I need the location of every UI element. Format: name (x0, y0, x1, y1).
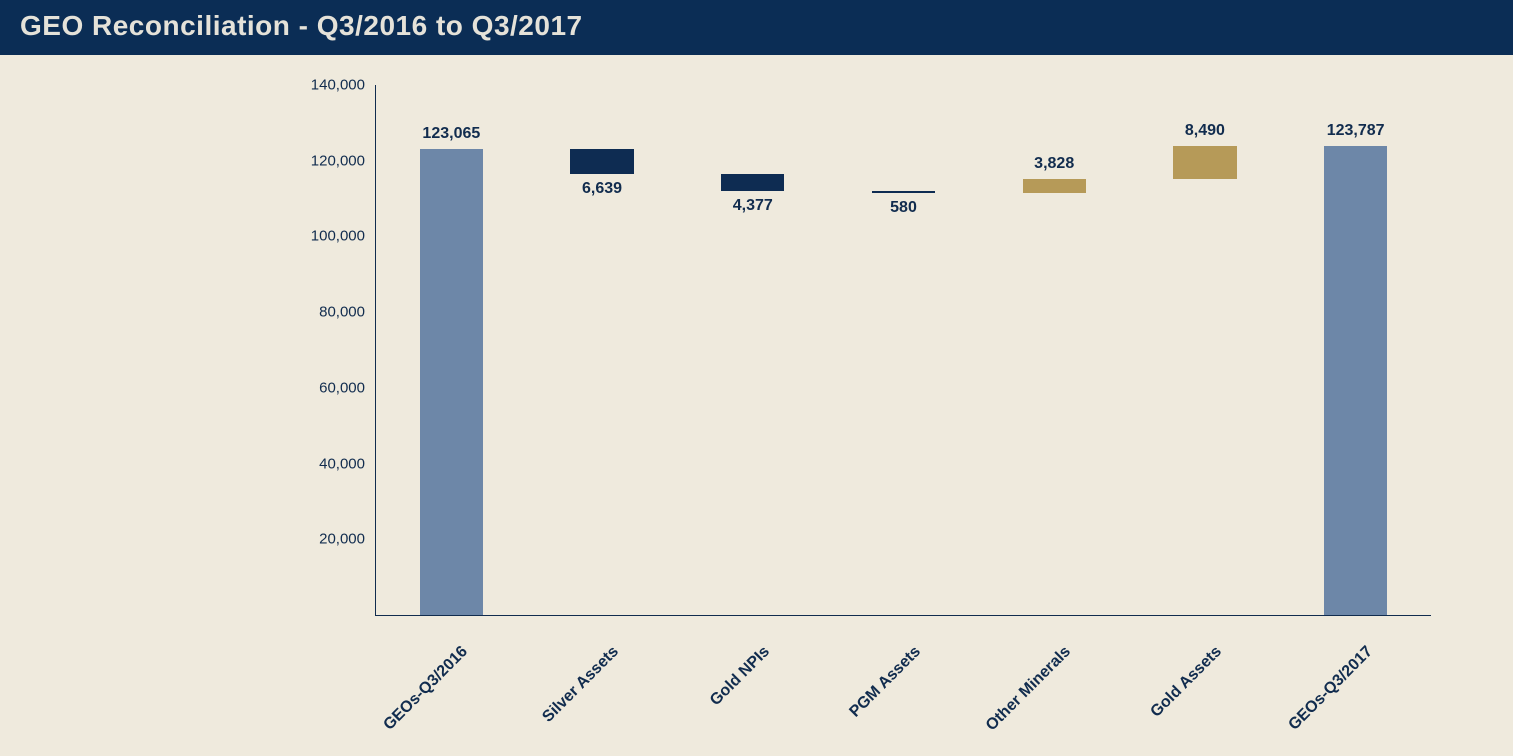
y-tick-label: 120,000 (311, 152, 365, 169)
waterfall-bar (570, 149, 633, 174)
x-category-label: Gold Assets (1147, 643, 1225, 721)
y-axis: 20,00040,00060,00080,000100,000120,00014… (0, 85, 375, 615)
waterfall-bar (420, 149, 483, 615)
bar-value-label: 123,065 (381, 125, 521, 143)
waterfall-bar (1324, 146, 1387, 615)
plot-region: 123,065GEOs-Q3/20166,639Silver Assets4,3… (375, 85, 1431, 616)
waterfall-bar (1173, 146, 1236, 178)
waterfall-bar (1023, 179, 1086, 193)
y-tick-label: 60,000 (319, 379, 365, 396)
x-category-label: Silver Assets (539, 643, 622, 726)
x-category-label: Gold NPIs (707, 643, 774, 710)
header-bar: GEO Reconciliation - Q3/2016 to Q3/2017 (0, 0, 1513, 55)
bar-value-label: 3,828 (984, 155, 1124, 173)
y-tick-label: 100,000 (311, 228, 365, 245)
y-tick-label: 80,000 (319, 304, 365, 321)
chart-area: 20,000 40,000 60,000 80,000 100,000 120,000 14… (0, 55, 1513, 756)
bar-value-label: 4,377 (683, 197, 823, 215)
bar-value-label: 6,639 (532, 180, 672, 198)
bar-value-label: 123,787 (1286, 122, 1426, 140)
waterfall-bar (721, 174, 784, 191)
x-category-label: GEOs-Q3/2016 (381, 643, 472, 734)
y-tick-label: 40,000 (319, 455, 365, 472)
bar-value-label: 580 (834, 199, 974, 217)
x-category-label: PGM Assets (846, 643, 924, 721)
page-title: GEO Reconciliation - Q3/2016 to Q3/2017 (20, 10, 1493, 42)
y-tick-label: 20,000 (319, 531, 365, 548)
y-tick-label: 140,000 (311, 77, 365, 94)
bar-value-label: 8,490 (1135, 122, 1275, 140)
x-category-label: Other Minerals (983, 643, 1075, 735)
waterfall-bar (872, 191, 935, 193)
x-category-label: GEOs-Q3/2017 (1285, 643, 1376, 734)
